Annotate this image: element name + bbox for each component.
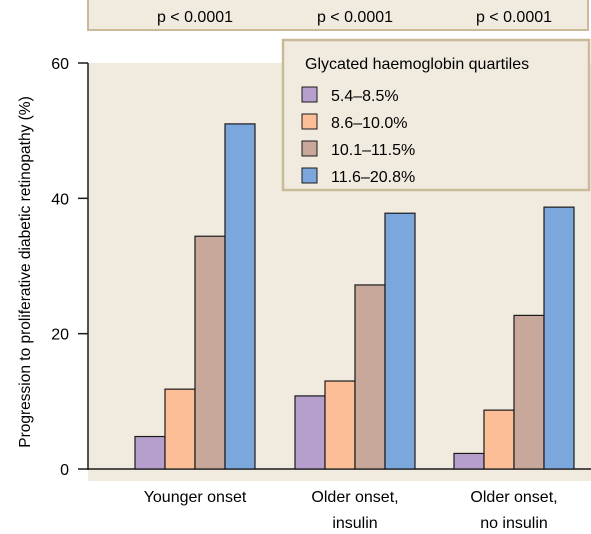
p-value-banner xyxy=(87,0,589,31)
p-value-label: p < 0.0001 xyxy=(476,9,552,26)
legend-swatch xyxy=(301,86,318,103)
legend-title: Glycated haemoglobin quartiles xyxy=(305,56,529,73)
legend-label: 8.6–10.0% xyxy=(331,115,408,132)
bar xyxy=(164,388,196,470)
bar xyxy=(513,314,545,470)
bar xyxy=(134,435,166,470)
bar xyxy=(294,395,326,470)
legend-swatch xyxy=(301,113,318,130)
y-tick-label: 20 xyxy=(51,327,69,344)
legend-swatch xyxy=(301,140,318,157)
y-tick-label: 0 xyxy=(60,462,69,479)
bar xyxy=(224,123,256,470)
y-tick-label: 40 xyxy=(51,191,69,208)
p-value-label: p < 0.0001 xyxy=(157,9,233,26)
x-tick-label: insulin xyxy=(332,515,377,532)
bar xyxy=(194,235,226,470)
bar xyxy=(543,206,575,470)
bar xyxy=(483,409,515,470)
p-value-label: p < 0.0001 xyxy=(317,9,393,26)
bar xyxy=(324,380,356,470)
x-tick-label: Younger onset xyxy=(144,489,247,506)
x-tick-label: Older onset, xyxy=(311,489,398,506)
legend-box xyxy=(281,38,591,192)
bar xyxy=(384,212,416,470)
y-tick-label: 60 xyxy=(51,56,69,73)
legend-label: 11.6–20.8% xyxy=(331,169,415,186)
legend-label: 10.1–11.5% xyxy=(331,142,415,159)
y-axis-title: Progression to proliferative diabetic re… xyxy=(17,96,34,448)
legend-label: 5.4–8.5% xyxy=(331,88,399,105)
bar xyxy=(354,284,386,470)
legend-swatch xyxy=(301,167,318,184)
x-tick-label: Older onset, xyxy=(470,489,557,506)
x-tick-label: no insulin xyxy=(480,515,548,532)
bar xyxy=(453,452,485,470)
